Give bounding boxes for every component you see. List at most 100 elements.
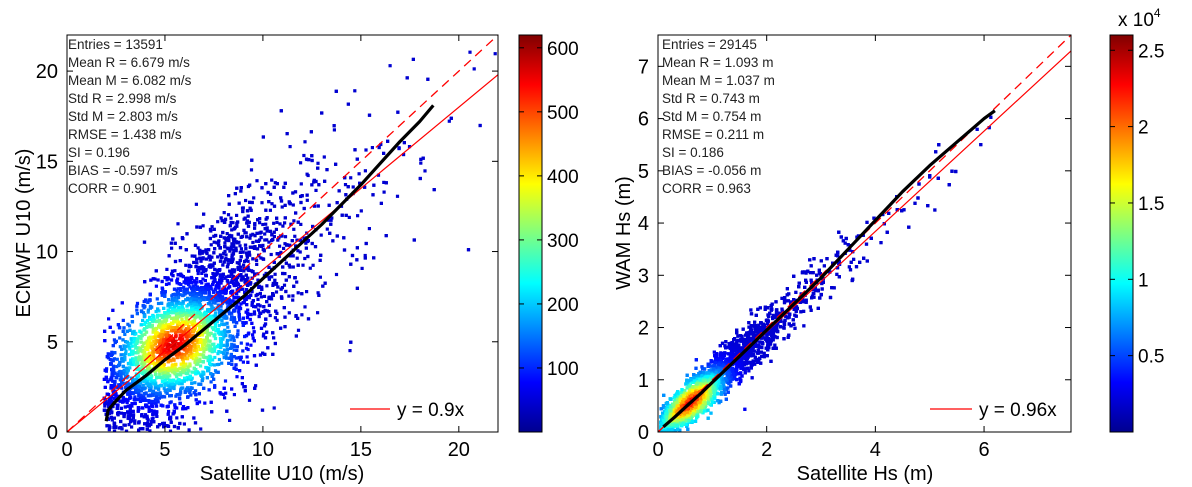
left-scatter-point: [287, 311, 291, 315]
left-scatter-point: [149, 278, 153, 282]
left-scatter-point: [238, 250, 242, 254]
left-scatter-point: [213, 247, 217, 251]
left-scatter-point: [228, 224, 232, 228]
left-scatter-point: [163, 311, 167, 315]
left-x-tick-label: 20: [448, 439, 470, 461]
left-scatter-point: [253, 272, 257, 276]
left-scatter-point: [157, 357, 161, 361]
left-scatter-point: [241, 316, 245, 320]
left-scatter-point: [244, 273, 248, 277]
left-scatter-point: [382, 180, 386, 184]
left-scatter-point: [222, 355, 226, 360]
left-scatter-point: [163, 325, 167, 329]
left-scatter-point: [316, 311, 320, 315]
left-y-tick-label: 5: [47, 332, 58, 354]
left-scatter-point: [213, 355, 217, 360]
left-scatter-point: [192, 303, 196, 307]
left-scatter-point: [229, 352, 233, 357]
left-scatter-point: [287, 294, 291, 298]
left-scatter-point: [255, 262, 259, 266]
left-scatter-point: [255, 179, 259, 183]
left-scatter-point: [158, 391, 162, 395]
left-scatter-point: [263, 232, 267, 236]
left-scatter-point: [426, 77, 430, 81]
left-scatter-point: [114, 376, 118, 380]
left-scatter-point: [202, 323, 206, 327]
left-scatter-point: [237, 240, 241, 244]
left-scatter-point: [295, 256, 299, 260]
left-scatter-point: [146, 310, 150, 314]
left-scatter-point: [309, 130, 313, 134]
left-scatter-point: [384, 181, 388, 185]
left-scatter-point: [220, 219, 224, 223]
left-scatter-point: [332, 128, 336, 132]
left-scatter-point: [224, 354, 228, 358]
left-scatter-point: [272, 230, 276, 234]
left-scatter-point: [133, 421, 137, 425]
left-scatter-point: [171, 386, 175, 390]
left-scatter-point: [208, 236, 212, 241]
left-scatter-point: [300, 194, 304, 198]
left-scatter-point: [187, 377, 191, 381]
left-scatter-point: [176, 287, 180, 291]
left-scatter-point: [112, 429, 117, 432]
left-scatter-point: [251, 333, 255, 337]
left-scatter-point: [212, 276, 216, 280]
left-scatter-point: [355, 157, 359, 161]
left-scatter-point: [147, 399, 151, 403]
left-median-curve: [104, 104, 435, 422]
left-scatter-point: [216, 255, 220, 259]
left-scatter-point: [247, 220, 251, 224]
left-scatter-point: [129, 358, 133, 362]
left-scatter-point: [141, 406, 145, 410]
left-scatter-point: [105, 402, 109, 406]
left-scatter-point: [209, 317, 213, 321]
left-scatter-point: [250, 200, 254, 205]
left-scatter-point: [162, 368, 166, 372]
left-scatter-point: [196, 268, 200, 272]
left-scatter-point: [170, 299, 174, 303]
left-scatter-point: [143, 398, 147, 402]
left-scatter-point: [226, 281, 230, 285]
left-scatter-point: [259, 326, 264, 330]
left-scatter-point: [138, 329, 142, 333]
left-scatter-point: [144, 370, 148, 374]
left-scatter-point: [271, 292, 275, 296]
left-scatter-point: [263, 352, 267, 356]
left-scatter-point: [218, 259, 223, 263]
left-scatter-point: [493, 52, 497, 56]
left-scatter-point: [156, 366, 160, 370]
left-scatter-point: [149, 377, 153, 381]
left-scatter-point: [224, 291, 228, 295]
left-scatter-point: [289, 222, 293, 226]
left-legend-label: y = 0.9x: [397, 400, 465, 421]
left-scatter-point: [260, 285, 264, 289]
left-scatter-point: [188, 349, 192, 353]
left-scatter-point: [178, 366, 182, 371]
left-scatter-point: [118, 360, 122, 365]
left-scatter-point: [160, 333, 164, 337]
left-scatter-point: [179, 370, 183, 374]
left-scatter-point: [140, 362, 144, 366]
left-scatter-point: [367, 113, 372, 117]
left-scatter-point: [205, 366, 209, 370]
left-scatter-point: [187, 343, 191, 347]
left-scatter-point: [265, 330, 269, 334]
left-scatter-point: [267, 310, 271, 314]
left-scatter-point: [111, 344, 115, 348]
left-scatter-point: [208, 258, 212, 262]
left-scatter-point: [225, 338, 230, 343]
left-scatter-point: [187, 309, 191, 313]
left-scatter-point: [164, 370, 168, 374]
left-stat-line: CORR = 0.901: [68, 181, 157, 196]
left-scatter-point: [121, 364, 125, 368]
left-scatter-point: [271, 331, 275, 335]
left-scatter-point: [237, 286, 241, 291]
left-scatter-point: [234, 278, 238, 282]
left-scatter-point: [190, 286, 194, 290]
left-scatter-point: [151, 277, 155, 281]
left-scatter-point: [239, 355, 243, 359]
left-scatter-point: [116, 323, 120, 327]
left-scatter-point: [247, 398, 252, 402]
left-scatter-point: [136, 397, 141, 401]
